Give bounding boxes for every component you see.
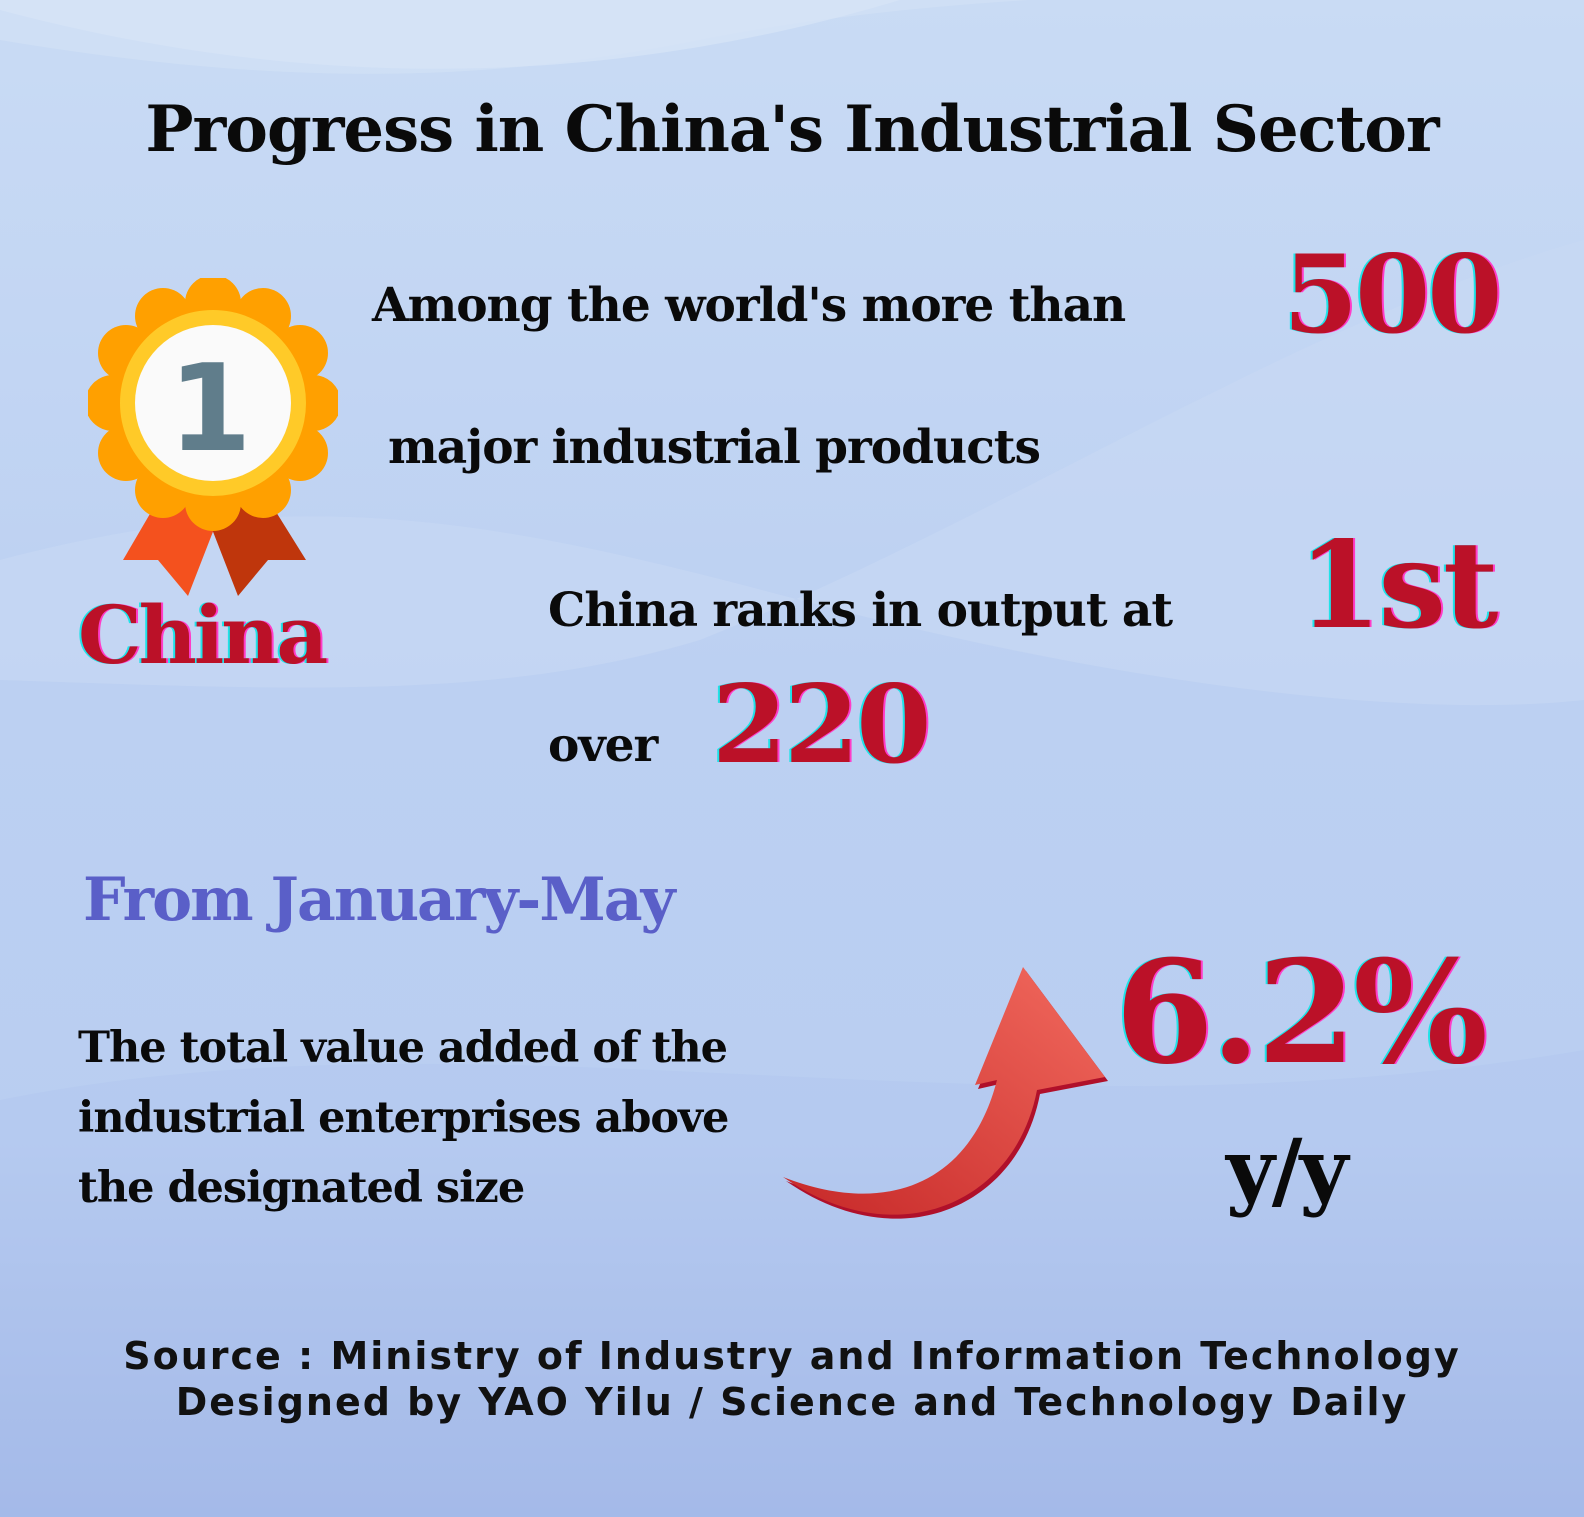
ranking-text-line4: over — [548, 718, 658, 773]
ranking-text-line2: major industrial products — [388, 420, 1041, 475]
growth-unit: y/y — [1226, 1120, 1348, 1219]
growth-value: 6.2% — [1115, 930, 1488, 1096]
svg-text:1: 1 — [168, 340, 252, 479]
ranked-count: 220 — [712, 662, 931, 788]
ranking-text-line3: China ranks in output at — [548, 583, 1173, 638]
page-title: Progress in China's Industrial Sector — [145, 92, 1439, 167]
designer-text: Designed by YAO Yilu / Science and Techn… — [175, 1380, 1409, 1424]
first-place-medal-icon: 1 — [88, 278, 338, 596]
ranking-text-line1: Among the world's more than — [372, 278, 1126, 333]
products-count: 500 — [1283, 232, 1502, 358]
credits: Source : Ministry of Industry and Inform… — [0, 1333, 1584, 1425]
description-line: industrial enterprises above — [78, 1093, 729, 1143]
up-arrow-icon — [783, 967, 1108, 1219]
growth-description: The total value added of the industrial … — [78, 1013, 729, 1223]
country-label: China — [78, 588, 328, 682]
description-line: The total value added of the — [78, 1023, 728, 1073]
source-text: Source : Ministry of Industry and Inform… — [123, 1334, 1461, 1378]
period-heading: From January-May — [83, 865, 675, 935]
description-line: the designated size — [78, 1163, 525, 1213]
rank-value: 1st — [1298, 515, 1498, 656]
